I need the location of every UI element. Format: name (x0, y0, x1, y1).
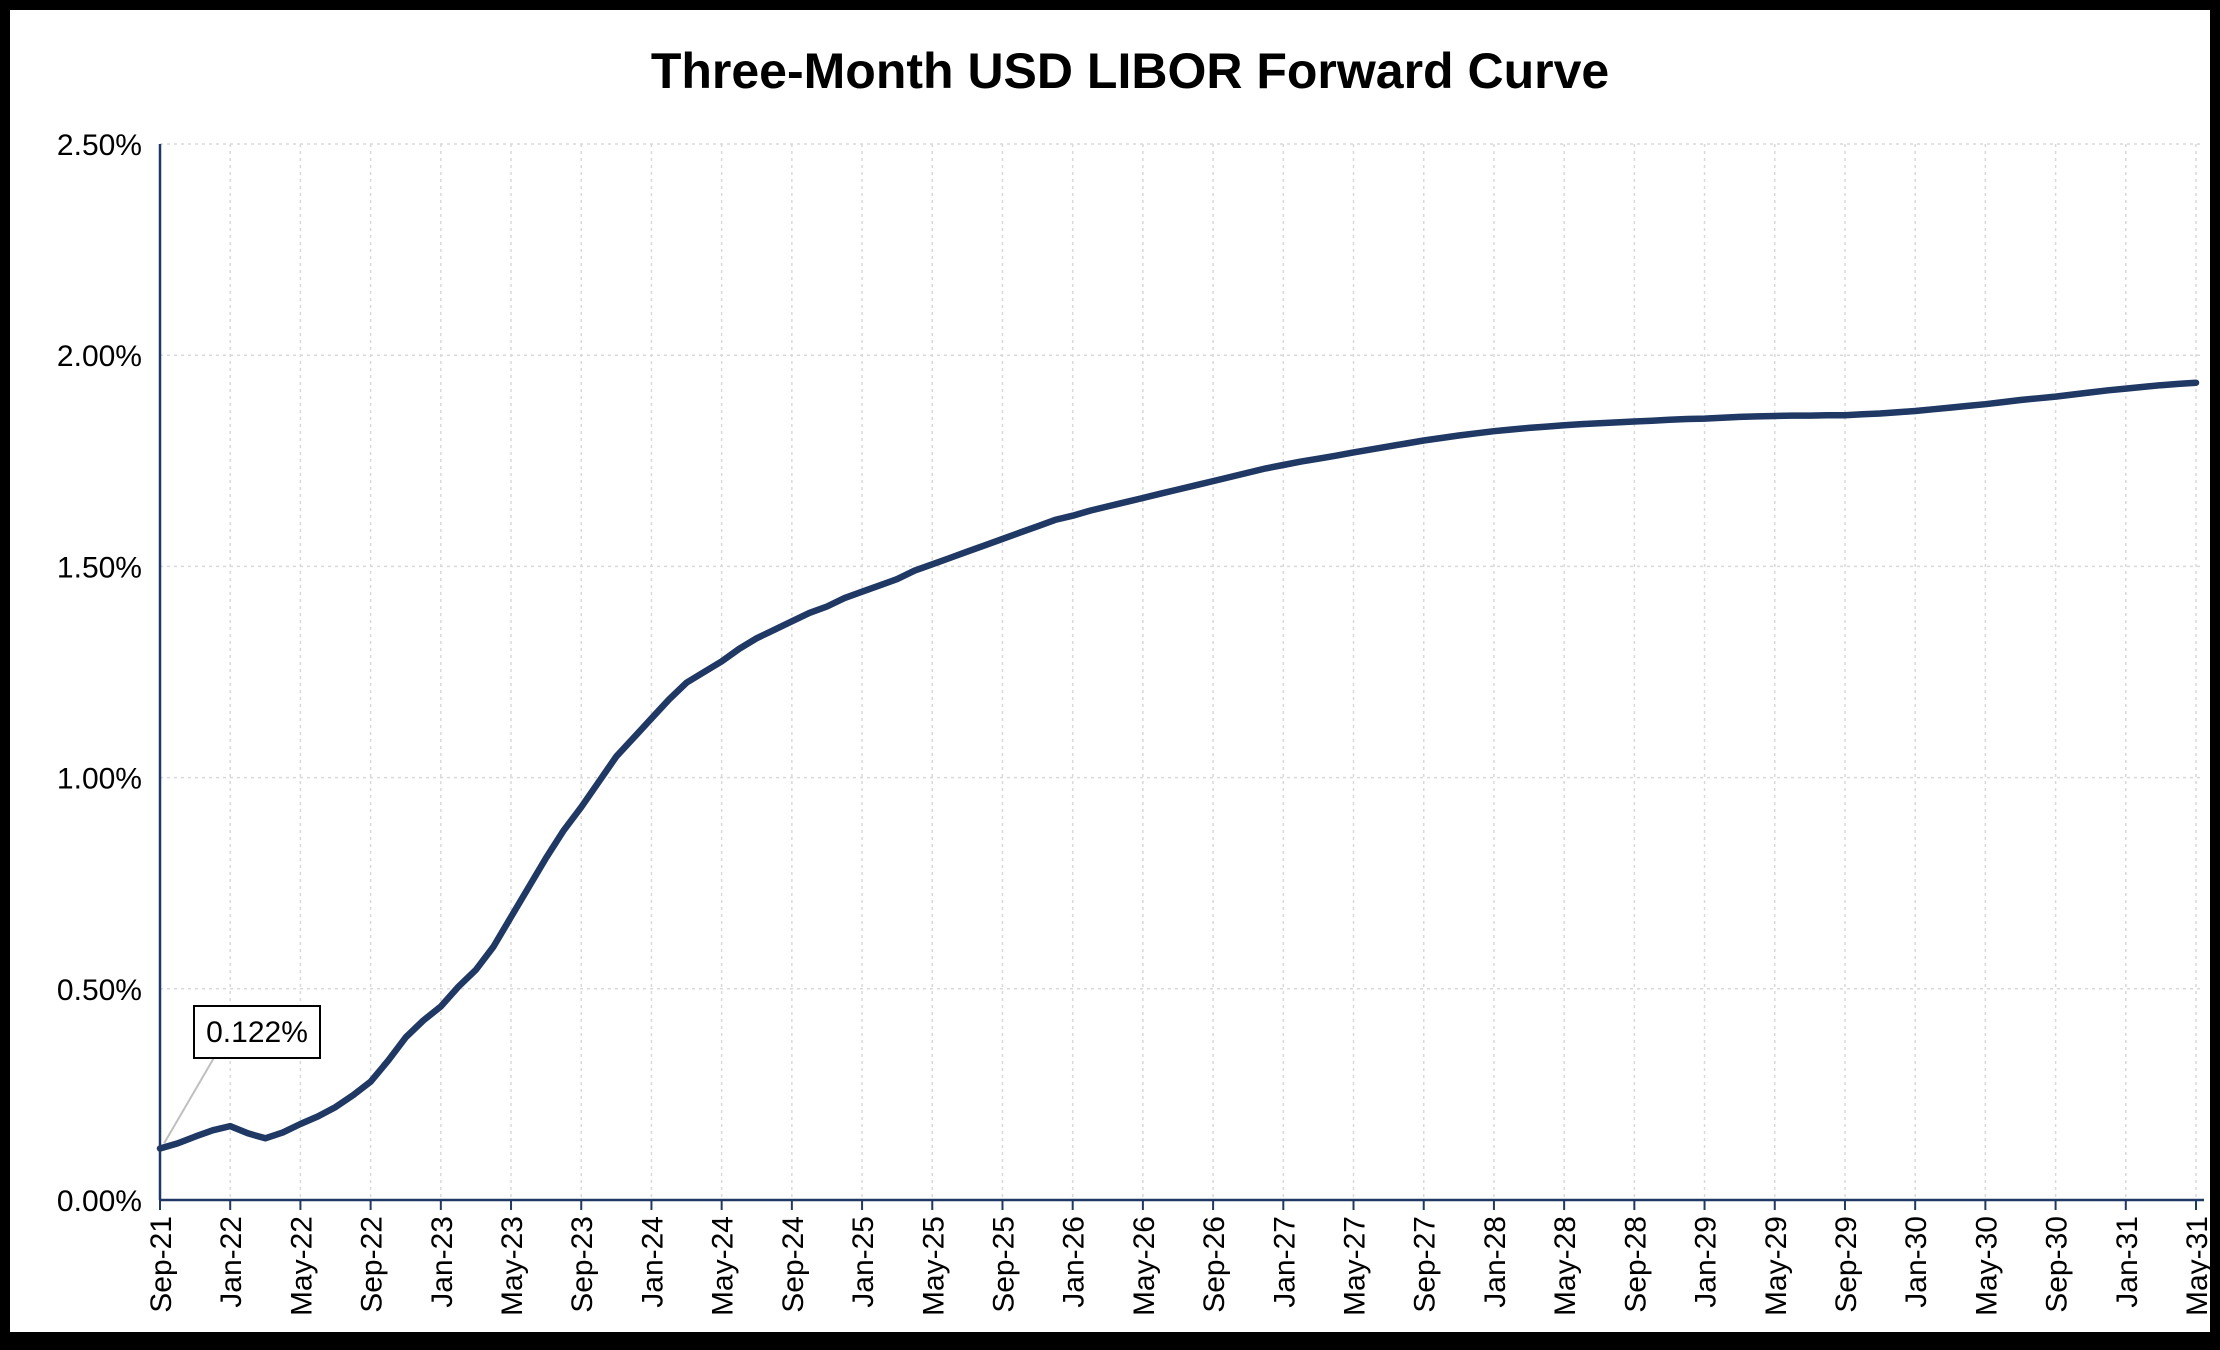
y-tick-label: 0.00% (57, 1185, 142, 1218)
x-tick-label: Sep-27 (1409, 1216, 1442, 1313)
x-tick-label: May-30 (1970, 1216, 2003, 1316)
x-tick-label: Sep-23 (566, 1216, 599, 1313)
x-tick-label: Jan-30 (1900, 1216, 1933, 1308)
gridlines (159, 143, 2202, 1200)
chart-title: Three-Month USD LIBOR Forward Curve (651, 43, 1609, 99)
chart-canvas: 0.00% 0.50% 1.00% 1.50% 2.00% 2.50% Sep-21 Jan-… (10, 10, 2210, 1332)
x-tick-label: May-28 (1549, 1216, 1582, 1316)
x-tick-label: May-25 (917, 1216, 950, 1316)
axis-labels: 0.00% 0.50% 1.00% 1.50% 2.00% 2.50% Sep-21 Jan-… (57, 129, 2210, 1316)
x-tick-label: Jan-24 (636, 1216, 669, 1308)
x-tick-label: May-23 (496, 1216, 529, 1316)
forward-curve-line (156, 379, 2200, 1152)
x-tick-label: Jan-31 (2111, 1216, 2144, 1308)
x-tick-label: Jan-27 (1268, 1216, 1301, 1308)
x-tick-label: May-22 (285, 1216, 318, 1316)
x-tick-label: Jan-25 (847, 1216, 880, 1308)
x-tick-label: Jan-22 (215, 1216, 248, 1308)
axes (158, 144, 2204, 1210)
x-tick-label: May-29 (1760, 1216, 1793, 1316)
x-tick-label: May-31 (2181, 1216, 2210, 1316)
y-tick-label: 1.50% (57, 551, 142, 584)
x-tick-label: Sep-28 (1619, 1216, 1652, 1313)
x-tick-label: May-26 (1128, 1216, 1161, 1316)
x-tick-label: Jan-28 (1479, 1216, 1512, 1308)
x-tick-label: May-24 (707, 1216, 740, 1316)
x-tick-label: Sep-22 (356, 1216, 389, 1313)
x-tick-label: Jan-26 (1058, 1216, 1091, 1308)
x-tick-label: Jan-29 (1690, 1216, 1723, 1308)
y-tick-label: 0.50% (57, 974, 142, 1007)
x-tick-label: Sep-26 (1198, 1216, 1231, 1313)
annotation-leader-line (163, 1055, 216, 1144)
x-tick-label: Jan-23 (426, 1216, 459, 1308)
y-tick-label: 2.50% (57, 129, 142, 162)
annotation-label: 0.122% (206, 1016, 308, 1049)
y-tick-label: 2.00% (57, 340, 142, 373)
x-tick-label: May-27 (1339, 1216, 1372, 1316)
x-tick-label: Sep-21 (145, 1216, 178, 1313)
annotation-box (193, 1005, 321, 1059)
y-tick-label: 1.00% (57, 763, 142, 796)
data-label-annotation: 0.122% (163, 1005, 321, 1144)
x-tick-label: Sep-30 (2041, 1216, 2074, 1313)
x-tick-label: Sep-25 (987, 1216, 1020, 1313)
x-tick-label: Sep-29 (1830, 1216, 1863, 1313)
x-tick-label: Sep-24 (777, 1216, 810, 1313)
libor-forward-curve-chart: 0.00% 0.50% 1.00% 1.50% 2.00% 2.50% Sep-21 Jan-… (57, 43, 2210, 1316)
